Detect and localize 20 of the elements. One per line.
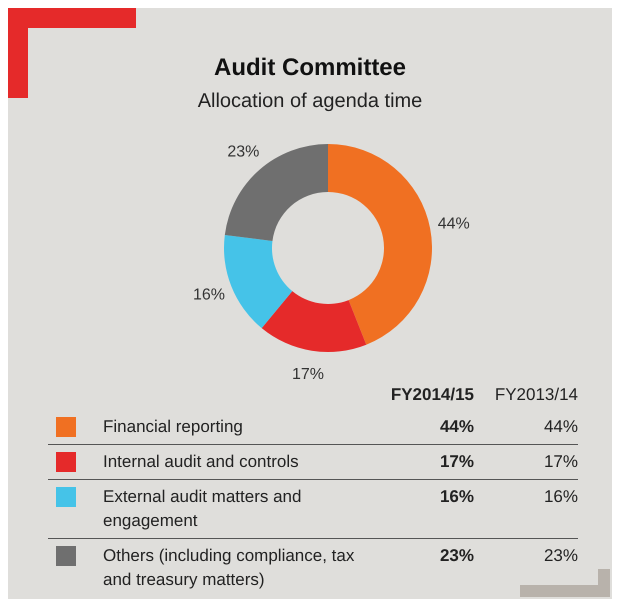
data-label: 44% <box>438 216 470 233</box>
text: 44% <box>542 416 578 438</box>
text: 16% <box>440 487 474 506</box>
data-label: 16% <box>192 286 226 304</box>
text: 44% <box>440 417 474 436</box>
text: 16% <box>542 486 578 508</box>
text: FY2013/14 <box>494 385 578 405</box>
text: 17% <box>542 451 578 473</box>
legend-label: Internal audit and controls <box>103 451 300 473</box>
text: 17% <box>440 452 474 471</box>
data-label: 23% <box>227 143 260 160</box>
chart-title: Audit Committee <box>213 54 407 82</box>
legend-label: Financial reporting <box>103 416 244 438</box>
text: 23% <box>542 545 578 567</box>
legend-label: Others (including compliance, tax and treasury matters) <box>103 545 356 591</box>
legend-label: External audit matters and engagement <box>103 486 302 532</box>
slice-label: FY2014/15 <box>390 385 474 405</box>
data-label: 17% <box>292 366 324 383</box>
chart-subtitle: Allocation of agenda time <box>196 90 424 113</box>
text: 23% <box>440 546 474 565</box>
